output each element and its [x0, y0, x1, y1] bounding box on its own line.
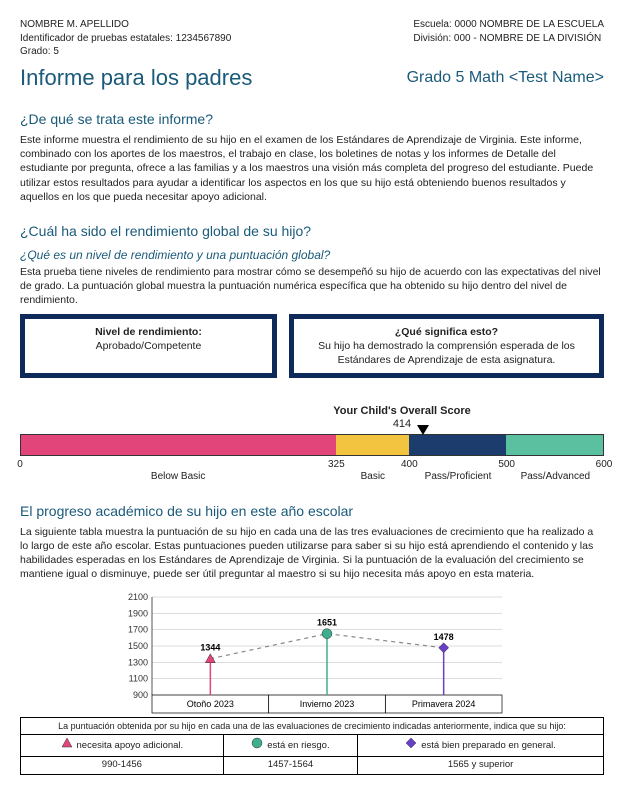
growth-chart: 900 1100 1300 1500 1700 1900 2100 Otoño 2023 Inv…: [20, 587, 604, 717]
performance-level-box: Nivel de rendimiento: Aprobado/Competent…: [20, 314, 277, 379]
score-band-label: Basic: [361, 470, 385, 484]
box1-title: Nivel de rendimiento:: [95, 326, 202, 338]
svg-text:900: 900: [133, 690, 148, 700]
about-heading: ¿De qué se trata este informe?: [20, 110, 604, 129]
score-segment: [506, 435, 603, 455]
about-body: Este informe muestra el rendimiento de s…: [20, 133, 604, 204]
progress-body: La siguiente tabla muestra la puntuación…: [20, 525, 604, 582]
state-id-line: Identificador de pruebas estatales: 1234…: [20, 32, 231, 46]
score-ticks: 0325400500600: [20, 456, 604, 470]
legend-cell: está en riesgo.: [223, 735, 357, 757]
score-marker-icon: [417, 425, 429, 435]
legend-caption: La puntuación obtenida por su hijo en ca…: [21, 718, 604, 735]
score-bar-chart: Your Child's Overall Score 414 032540050…: [20, 404, 604, 484]
growth-svg: 900 1100 1300 1500 1700 1900 2100 Otoño 2023 Inv…: [112, 587, 512, 717]
svg-text:1651: 1651: [317, 618, 337, 628]
svg-text:1700: 1700: [128, 625, 148, 635]
legend-range: 1565 y superior: [358, 757, 604, 775]
score-bands: Below Basic Basic Pass/Proficient Pass/Adva…: [20, 470, 604, 484]
score-band-label: Pass/Proficient: [425, 470, 492, 484]
score-band-label: Below Basic: [151, 470, 205, 484]
box2-title: ¿Qué significa esto?: [395, 326, 498, 338]
overall-body: Esta prueba tiene niveles de rendimiento…: [20, 265, 604, 308]
title-row: Informe para los padres Grado 5 Math <Te…: [20, 63, 604, 93]
score-segment: [21, 435, 336, 455]
score-segment: [409, 435, 506, 455]
division-line: División: 000 - NOMBRE DE LA DIVISIÓN: [413, 32, 604, 46]
header-row: NOMBRE M. APELLIDO Identificador de prue…: [20, 18, 604, 59]
svg-text:2100: 2100: [128, 592, 148, 602]
progress-heading: El progreso académico de su hijo en este…: [20, 502, 604, 521]
legend-table: La puntuación obtenida por su hijo en ca…: [20, 717, 604, 775]
box2-body: Su hijo ha demostrado la comprensión esp…: [318, 340, 575, 366]
legend-diamond-icon: [405, 737, 417, 754]
score-segment: [336, 435, 409, 455]
legend-range: 990-1456: [21, 757, 224, 775]
svg-text:Otoño 2023: Otoño 2023: [187, 699, 234, 709]
legend-triangle-icon: [61, 737, 73, 754]
header-left: NOMBRE M. APELLIDO Identificador de prue…: [20, 18, 231, 59]
overall-heading: ¿Cuál ha sido el rendimiento global de s…: [20, 222, 604, 241]
svg-text:1900: 1900: [128, 609, 148, 619]
svg-text:1478: 1478: [434, 632, 454, 642]
performance-boxes: Nivel de rendimiento: Aprobado/Competent…: [20, 314, 604, 379]
meaning-box: ¿Qué significa esto? Su hijo ha demostra…: [289, 314, 604, 379]
box1-value: Aprobado/Competente: [96, 340, 202, 352]
legend-row-ranges: 990-14561457-15641565 y superior: [21, 757, 604, 775]
score-value: 414: [200, 417, 604, 432]
legend-row-descriptions: necesita apoyo adicional.está en riesgo.…: [21, 735, 604, 757]
main-title: Informe para los padres: [20, 63, 252, 93]
subtitle: Grado 5 Math <Test Name>: [407, 67, 604, 89]
student-name: NOMBRE M. APELLIDO: [20, 18, 231, 32]
grade-line: Grado: 5: [20, 45, 231, 59]
overall-subheading: ¿Qué es un nivel de rendimiento y una pu…: [20, 247, 604, 263]
svg-text:1344: 1344: [200, 643, 220, 653]
svg-text:1300: 1300: [128, 658, 148, 668]
legend-range: 1457-1564: [223, 757, 357, 775]
legend-cell: necesita apoyo adicional.: [21, 735, 224, 757]
header-right: Escuela: 0000 NOMBRE DE LA ESCUELA Divis…: [413, 18, 604, 59]
school-line: Escuela: 0000 NOMBRE DE LA ESCUELA: [413, 18, 604, 32]
svg-text:1500: 1500: [128, 641, 148, 651]
svg-text:1100: 1100: [129, 674, 148, 684]
score-bar: [20, 434, 604, 456]
legend-cell: está bien preparado en general.: [358, 735, 604, 757]
legend-circle-icon: [251, 737, 263, 754]
score-band-label: Pass/Advanced: [521, 470, 591, 484]
svg-text:Primavera 2024: Primavera 2024: [412, 699, 476, 709]
svg-text:Invierno 2023: Invierno 2023: [300, 699, 355, 709]
